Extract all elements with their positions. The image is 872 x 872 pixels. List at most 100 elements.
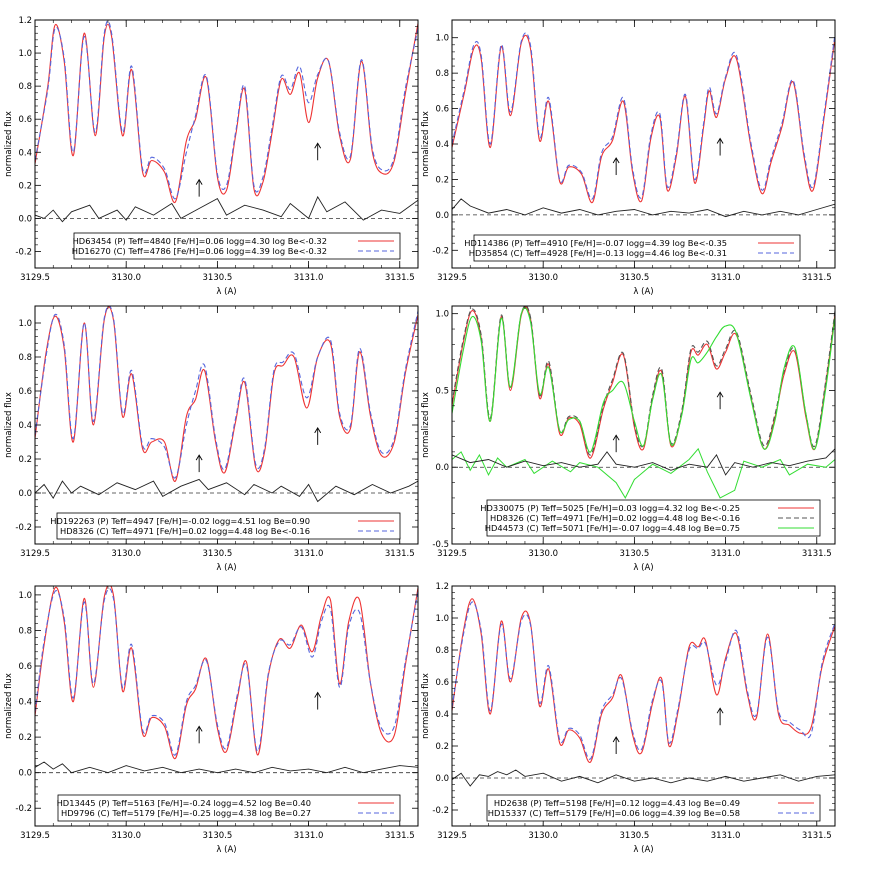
be-line-arrowhead-1 (195, 178, 203, 185)
legend-box (56, 512, 401, 540)
residual-line (35, 195, 418, 223)
y-tick-label: -0.5 (432, 540, 449, 550)
y-tick-label: 0.4 (18, 698, 32, 708)
spectrum-line-2 (452, 306, 835, 456)
spectrum-line-1 (35, 23, 418, 203)
x-tick-label: 3130.0 (528, 549, 558, 559)
plot-area (35, 306, 418, 503)
panel-1: -0.2 0.0 0.2 0.4 0.6 0.8 1.0 1.2 3129.5 3130.0 313… (4, 16, 419, 297)
spectrum-line-1 (452, 598, 835, 763)
x-tick-label: 3131.0 (711, 549, 741, 559)
be-line-arrowhead-1 (612, 434, 620, 441)
residual-line (35, 478, 418, 503)
be-line-arrowhead-2 (314, 142, 322, 149)
x-tick-label: 3131.0 (711, 273, 741, 283)
x-tick-label: 3131.5 (385, 273, 415, 283)
panel-4: -0.5 0.0 0.5 1.0 3129.5 3130.0 3130.5 3131.0 313… (421, 305, 836, 573)
x-tick-label: 3130.0 (111, 831, 141, 841)
legend-label: HD13445 (P) Teff=5163 [Fe/H]=-0.24 logg=… (57, 798, 311, 808)
legend-label: HD9796 (C) Teff=5179 [Fe/H]=-0.25 logg=4… (61, 808, 311, 818)
y-tick-label: 1.2 (435, 582, 449, 592)
legend: HD330075 (P) Teff=5025 [Fe/H]=0.03 logg=… (480, 499, 821, 537)
plot-frame (34, 19, 419, 269)
y-axis-label: normalized flux (4, 673, 14, 739)
legend-box (486, 794, 821, 822)
x-tick-label: 3130.5 (203, 831, 233, 841)
y-tick-label: 1.0 (435, 34, 449, 44)
be-line-arrowhead-2 (314, 427, 322, 434)
be-line-arrowhead-1 (612, 736, 620, 743)
x-tick-label: 3130.5 (620, 831, 650, 841)
legend-box (73, 232, 401, 260)
legend-label: HD114386 (P) Teff=4910 [Fe/H]=-0.07 logg… (464, 238, 727, 248)
spectrum-line-2 (35, 20, 418, 200)
x-tick-label: 3129.5 (20, 273, 50, 283)
y-tick-label: 0.0 (18, 769, 32, 779)
panel-3: -0.2 0.0 0.2 0.4 0.6 0.8 1.0 3129.5 3130.0 3130.5… (4, 305, 419, 573)
y-tick-label: 0.8 (18, 353, 32, 363)
legend-label: HD16270 (C) Teff=4786 [Fe/H]=0.06 logg=4… (72, 246, 327, 256)
legend-label: HD8326 (C) Teff=4971 [Fe/H]=0.02 logg=4.… (490, 513, 740, 523)
y-tick-label: 1.2 (18, 16, 32, 26)
y-tick-label: 0.8 (18, 626, 32, 636)
legend-label: HD330075 (P) Teff=5025 [Fe/H]=0.03 logg=… (480, 503, 740, 513)
y-tick-label: 0.8 (435, 69, 449, 79)
x-axis-label: λ (A) (216, 845, 236, 855)
panel-2: -0.2 0.0 0.2 0.4 0.6 0.8 1.0 3129.5 3130.0 3130.5… (421, 19, 836, 297)
y-tick-label: 0.0 (18, 489, 32, 499)
residual-line (452, 448, 835, 476)
x-tick-label: 3131.5 (802, 831, 832, 841)
be-line-arrowhead-2 (716, 391, 724, 398)
y-tick-label: 0.0 (435, 463, 449, 473)
be-line-arrowhead-1 (195, 725, 203, 732)
residual-line (35, 761, 418, 774)
spectrum-line-1 (452, 34, 835, 204)
y-tick-label: 0.6 (435, 105, 449, 115)
be-line-arrowhead-1 (612, 157, 620, 164)
y-axis-label: normalized flux (421, 392, 431, 458)
y-tick-label: 0.0 (435, 774, 449, 784)
y-tick-label: -0.2 (432, 806, 449, 816)
x-tick-label: 3131.0 (711, 831, 741, 841)
x-axis-label: λ (A) (633, 845, 653, 855)
y-tick-label: 0.2 (18, 733, 32, 743)
legend-box (486, 499, 821, 537)
plot-frame (34, 305, 419, 545)
spectrum-line-2 (452, 601, 835, 760)
y-tick-label: 0.6 (18, 115, 32, 125)
legend: HD63454 (P) Teff=4840 [Fe/H]=0.06 logg=4… (72, 232, 401, 260)
y-tick-label: -0.2 (15, 804, 32, 814)
x-axis-label: λ (A) (633, 563, 653, 573)
legend-box (473, 234, 801, 262)
y-tick-label: 0.2 (435, 175, 449, 185)
legend: HD114386 (P) Teff=4910 [Fe/H]=-0.07 logg… (464, 234, 801, 262)
y-tick-label: 1.0 (18, 591, 32, 601)
plot-frame (34, 585, 419, 827)
y-tick-label: -0.2 (15, 523, 32, 533)
residual-line (452, 769, 835, 787)
y-tick-label: 0.8 (18, 82, 32, 92)
y-tick-label: 1.0 (435, 310, 449, 320)
legend-label: HD2638 (P) Teff=5198 [Fe/H]=0.12 logg=4.… (494, 798, 740, 808)
x-tick-label: 3131.0 (294, 273, 324, 283)
plot-area (452, 598, 835, 787)
plot-frame (451, 585, 836, 827)
x-axis-label: λ (A) (216, 287, 236, 297)
x-tick-label: 3131.0 (294, 549, 324, 559)
plot-area (35, 20, 418, 223)
x-tick-label: 3130.5 (620, 549, 650, 559)
y-axis-label: normalized flux (421, 111, 431, 177)
x-tick-label: 3129.5 (437, 273, 467, 283)
spectrum-line-1 (452, 306, 835, 459)
y-tick-label: 1.0 (18, 319, 32, 329)
legend: HD13445 (P) Teff=5163 [Fe/H]=-0.24 logg=… (57, 794, 401, 822)
y-tick-label: 0.4 (435, 140, 449, 150)
y-tick-label: 0.4 (18, 148, 32, 158)
be-line-arrowhead-2 (716, 137, 724, 144)
y-tick-label: 0.6 (18, 662, 32, 672)
residual-line (452, 198, 835, 218)
y-tick-label: 0.2 (18, 181, 32, 191)
spectrum-line-2 (35, 306, 418, 479)
